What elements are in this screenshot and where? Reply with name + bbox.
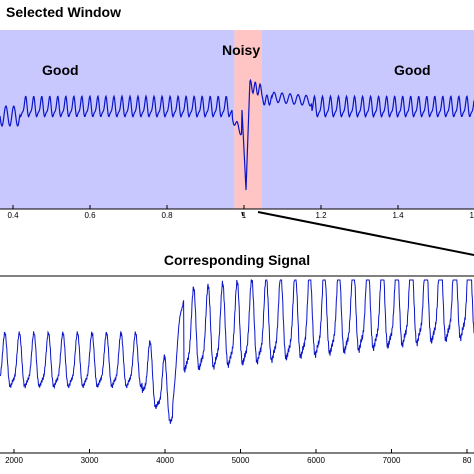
top-x-ticks: 0.4 0.6 0.8 1 1.2 1.4 1.6 <box>7 205 474 220</box>
bottom-tick-label-4: 6000 <box>307 456 325 465</box>
bottom-signal-line <box>0 279 474 424</box>
zoom-connector-right <box>257 211 474 256</box>
region-label-1: Good <box>42 62 79 78</box>
region-label-2: Noisy <box>222 42 261 58</box>
good-region-right <box>261 30 474 209</box>
top-tick-label-3: 1 <box>242 211 247 220</box>
top-tick-label-6: 1.6 <box>469 211 474 220</box>
bottom-x-ticks: 2000 3000 4000 5000 6000 7000 80 <box>5 449 472 465</box>
noisy-region <box>234 30 262 209</box>
bottom-tick-label-6: 80 <box>463 456 472 465</box>
zoom-connector-left <box>241 211 244 217</box>
top-chart: 0.4 0.6 0.8 1 1.2 1.4 1.6 <box>0 30 474 220</box>
top-tick-label-4: 1.2 <box>315 211 327 220</box>
bottom-tick-label-2: 4000 <box>156 456 174 465</box>
bottom-tick-label-3: 5000 <box>232 456 250 465</box>
bottom-tick-label-0: 2000 <box>5 456 23 465</box>
top-tick-label-0: 0.4 <box>7 211 19 220</box>
top-signal-line <box>0 78 474 191</box>
bottom-tick-label-5: 7000 <box>383 456 401 465</box>
bottom-chart-title: Corresponding Signal <box>163 252 311 268</box>
top-tick-label-1: 0.6 <box>84 211 96 220</box>
bottom-chart: 2000 3000 4000 5000 6000 7000 80 <box>0 275 474 465</box>
region-label-3: Good <box>394 62 431 78</box>
good-region-left <box>0 30 235 209</box>
top-chart-title: Selected Window <box>6 4 122 20</box>
top-tick-label-5: 1.4 <box>392 211 404 220</box>
top-tick-label-2: 0.8 <box>161 211 173 220</box>
bottom-tick-label-1: 3000 <box>81 456 99 465</box>
